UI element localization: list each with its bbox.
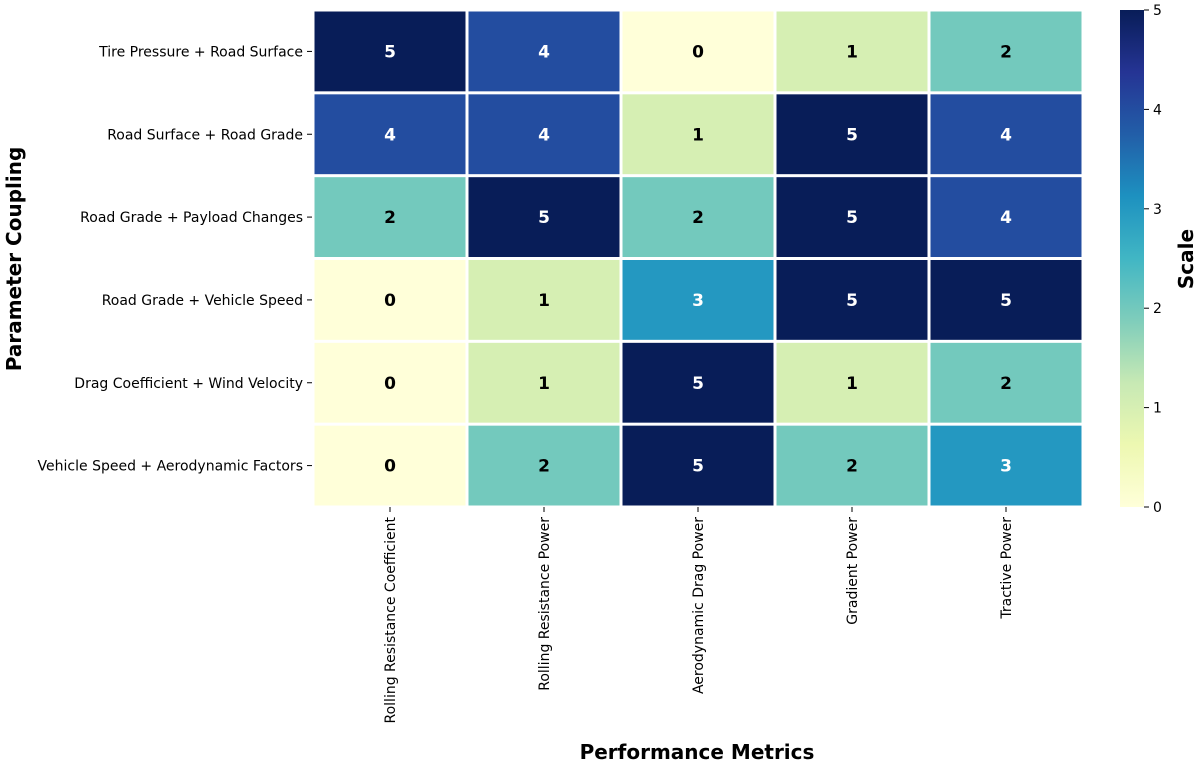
row-label: Vehicle Speed + Aerodynamic Factors bbox=[38, 459, 303, 475]
cell-value-label: 5 bbox=[538, 208, 550, 228]
cell-value-label: 1 bbox=[692, 125, 704, 145]
heatmap-cell bbox=[776, 425, 928, 506]
heatmap-cell bbox=[622, 177, 774, 257]
cell-value-label: 4 bbox=[538, 42, 550, 62]
heatmap-cell bbox=[314, 11, 466, 92]
heatmap-cell bbox=[776, 94, 928, 175]
cell-value-label: 4 bbox=[1000, 208, 1012, 228]
heatmap-cell bbox=[622, 342, 774, 423]
colorbar-tick-label: 4 bbox=[1153, 102, 1162, 118]
cell-value-label: 4 bbox=[538, 125, 550, 145]
row-label: Road Grade + Vehicle Speed bbox=[102, 293, 303, 309]
heatmap-cell bbox=[468, 425, 620, 506]
y-axis-title: Parameter Coupling bbox=[2, 147, 26, 372]
heatmap-cell bbox=[930, 342, 1082, 423]
cell-value-label: 0 bbox=[384, 374, 396, 394]
colorbar-tick-label: 2 bbox=[1153, 301, 1162, 317]
cell-value-label: 0 bbox=[692, 42, 704, 62]
heatmap-cell bbox=[314, 177, 466, 257]
heatmap-cell bbox=[468, 177, 620, 257]
colorbar-tick-label: 0 bbox=[1153, 500, 1162, 516]
heatmap-cell bbox=[930, 94, 1082, 175]
cell-value-label: 2 bbox=[1000, 374, 1012, 394]
cell-value-label: 2 bbox=[846, 457, 858, 477]
heatmap-cell bbox=[468, 11, 620, 92]
colorbar: 0 1 2 3 4 5 Scale bbox=[1120, 3, 1198, 516]
colorbar-tick-label: 5 bbox=[1153, 3, 1162, 19]
cell-value-label: 5 bbox=[846, 208, 858, 228]
heatmap-cell bbox=[468, 94, 620, 175]
row-labels: Tire Pressure + Road Surface Road Surface… bbox=[38, 44, 312, 475]
column-label: Rolling Resistance Power bbox=[537, 517, 553, 691]
heatmap-cell bbox=[468, 342, 620, 423]
colorbar-bar bbox=[1120, 10, 1144, 507]
column-label: Rolling Resistance Coefficient bbox=[383, 517, 399, 724]
colorbar-title: Scale bbox=[1174, 229, 1198, 289]
column-labels: Rolling Resistance Coefficient Rolling Re… bbox=[383, 507, 1015, 724]
row-label: Drag Coefficient + Wind Velocity bbox=[74, 376, 303, 392]
heatmap-cell bbox=[776, 342, 928, 423]
colorbar-ticks: 0 1 2 3 4 5 bbox=[1144, 3, 1162, 516]
cell-value-label: 5 bbox=[846, 125, 858, 145]
cell-value-label: 4 bbox=[384, 125, 396, 145]
colorbar-tick-label: 1 bbox=[1153, 401, 1162, 417]
heatmap-cell bbox=[468, 260, 620, 340]
cell-value-label: 2 bbox=[538, 457, 550, 477]
heatmap-cell bbox=[930, 11, 1082, 92]
cell-value-label: 5 bbox=[384, 42, 396, 62]
heatmap-cell bbox=[776, 260, 928, 340]
row-label: Road Surface + Road Grade bbox=[107, 127, 303, 143]
cell-value-label: 2 bbox=[384, 208, 396, 228]
heatmap-cell bbox=[622, 94, 774, 175]
cell-value-label: 2 bbox=[1000, 42, 1012, 62]
column-label: Gradient Power bbox=[845, 517, 861, 625]
column-label: Aerodynamic Drag Power bbox=[691, 517, 707, 694]
heatmap-cell bbox=[314, 260, 466, 340]
heatmap-cell bbox=[622, 11, 774, 92]
heatmap-cells: 5 4 0 1 2 4 4 1 5 4 2 5 2 5 4 0 1 3 5 5 0 1 5 1 2 0 2 5 2 3 bbox=[314, 11, 1082, 506]
cell-value-label: 1 bbox=[846, 374, 858, 394]
cell-value-label: 1 bbox=[846, 42, 858, 62]
cell-value-label: 1 bbox=[538, 291, 550, 311]
heatmap-cell bbox=[314, 94, 466, 175]
heatmap-cell bbox=[622, 425, 774, 506]
column-label: Tractive Power bbox=[999, 517, 1015, 620]
cell-value-label: 5 bbox=[692, 457, 704, 477]
x-axis-title: Performance Metrics bbox=[580, 740, 815, 764]
heatmap-cell bbox=[314, 425, 466, 506]
cell-value-label: 4 bbox=[1000, 125, 1012, 145]
cell-value-label: 3 bbox=[692, 291, 704, 311]
row-label: Tire Pressure + Road Surface bbox=[98, 44, 303, 60]
cell-value-label: 3 bbox=[1000, 457, 1012, 477]
heatmap-cell bbox=[314, 342, 466, 423]
heatmap-cell bbox=[776, 177, 928, 257]
cell-value-label: 0 bbox=[384, 457, 396, 477]
heatmap-cell bbox=[930, 177, 1082, 257]
cell-value-label: 0 bbox=[384, 291, 396, 311]
colorbar-tick-label: 3 bbox=[1153, 202, 1162, 218]
cell-value-label: 1 bbox=[538, 374, 550, 394]
cell-value-label: 5 bbox=[1000, 291, 1012, 311]
heatmap-cell bbox=[776, 11, 928, 92]
heatmap-cell bbox=[622, 260, 774, 340]
cell-value-label: 5 bbox=[846, 291, 858, 311]
row-label: Road Grade + Payload Changes bbox=[80, 210, 303, 226]
heatmap-cell bbox=[930, 425, 1082, 506]
cell-value-label: 2 bbox=[692, 208, 704, 228]
heatmap-cell bbox=[930, 260, 1082, 340]
cell-value-label: 5 bbox=[692, 374, 704, 394]
